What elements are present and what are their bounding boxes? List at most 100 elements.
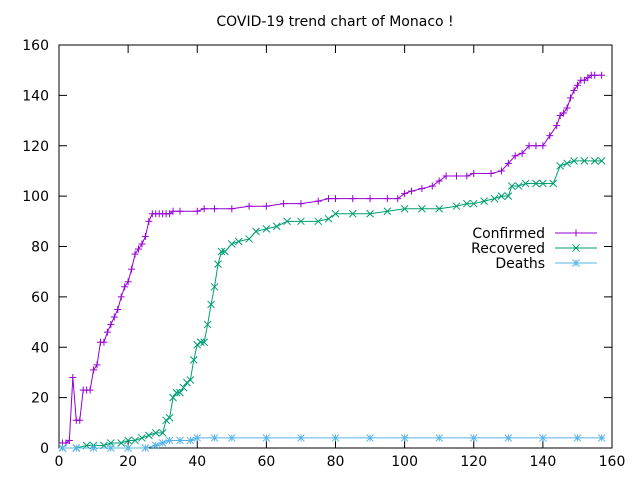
- confirmed-point: [200, 205, 208, 213]
- legend-label-recovered: Recovered: [471, 241, 545, 257]
- recovered-point: [283, 217, 291, 226]
- x-tick-label: 80: [327, 454, 345, 470]
- confirmed-point: [598, 71, 606, 79]
- confirmed-point: [325, 195, 333, 203]
- deaths-point: [124, 444, 132, 452]
- recovered-point: [348, 209, 357, 218]
- confirmed-point: [93, 361, 101, 369]
- confirmed-line: [62, 74, 602, 444]
- recovered-point: [521, 179, 530, 188]
- confirmed-point: [470, 169, 478, 177]
- recovered-point: [383, 207, 392, 216]
- confirmed-point: [452, 172, 460, 180]
- recovered-point: [151, 429, 160, 437]
- recovered-point: [124, 436, 132, 445]
- x-tick-label: 160: [599, 454, 626, 470]
- recovered-point: [169, 393, 177, 402]
- recovered-point: [145, 431, 153, 440]
- confirmed-point: [121, 283, 129, 291]
- x-tick-label: 140: [530, 454, 557, 470]
- confirmed-point: [418, 185, 426, 193]
- confirmed-point: [69, 373, 77, 381]
- recovered-line: [62, 160, 602, 449]
- recovered-point: [563, 159, 571, 168]
- confirmed-point: [107, 321, 115, 329]
- confirmed-point: [442, 172, 450, 180]
- confirmed-point: [245, 202, 253, 210]
- y-tick-label: 160: [22, 38, 49, 54]
- recovered-point: [186, 376, 195, 384]
- recovered-point: [252, 227, 260, 236]
- confirmed-point: [131, 250, 139, 258]
- chart-title: COVID-19 trend chart of Monaco !: [216, 14, 453, 30]
- confirmed-point: [383, 195, 391, 203]
- y-tick-label: 120: [22, 139, 49, 155]
- confirmed-point: [573, 81, 581, 89]
- y-tick-label: 80: [31, 240, 49, 256]
- confirmed-point: [193, 207, 201, 215]
- confirmed-point: [90, 366, 98, 374]
- confirmed-point: [428, 182, 436, 190]
- recovered-point: [597, 157, 606, 165]
- confirmed-point: [394, 195, 402, 203]
- confirmed-point: [314, 197, 322, 205]
- y-tick-label: 140: [22, 88, 49, 104]
- y-tick-label: 0: [40, 441, 49, 457]
- recovered-point: [580, 157, 589, 165]
- confirmed-point: [176, 207, 184, 215]
- confirmed-point: [570, 86, 578, 94]
- recovered-point: [507, 182, 516, 190]
- confirmed-point: [280, 200, 288, 208]
- recovered-series: [58, 157, 606, 452]
- y-tick-label: 40: [31, 340, 49, 356]
- recovered-point: [469, 199, 478, 208]
- deaths-point: [573, 434, 582, 442]
- confirmed-point: [114, 305, 122, 313]
- confirmed-point: [546, 132, 554, 140]
- recovered-point: [490, 194, 499, 203]
- recovered-point: [532, 179, 540, 188]
- confirmed-point: [124, 278, 132, 286]
- recovered-point: [227, 240, 236, 248]
- deaths-point: [539, 434, 547, 442]
- recovered-point: [400, 204, 409, 213]
- x-tick-label: 20: [119, 454, 137, 470]
- deaths-point: [297, 434, 305, 442]
- confirmed-point: [117, 293, 125, 301]
- recovered-point: [245, 235, 253, 243]
- recovered-point: [179, 383, 188, 392]
- confirmed-point: [487, 169, 495, 177]
- recovered-point: [366, 209, 374, 218]
- recovered-point: [514, 182, 523, 190]
- recovered-point: [207, 300, 215, 309]
- confirmed-point: [567, 94, 575, 102]
- deaths-point: [366, 434, 374, 442]
- x-tick-label: 60: [257, 454, 275, 470]
- series-layer: [58, 71, 606, 452]
- recovered-point: [452, 202, 461, 211]
- confirmed-point: [532, 142, 540, 150]
- deaths-point: [158, 439, 167, 447]
- confirmed-point: [228, 205, 236, 213]
- recovered-point: [189, 355, 198, 364]
- confirmed-point: [553, 122, 561, 130]
- deaths-point: [165, 436, 174, 445]
- x-tick-label: 0: [55, 454, 64, 470]
- confirmed-point: [401, 190, 409, 198]
- confirmed-point: [169, 207, 177, 215]
- confirmed-point: [563, 104, 571, 112]
- x-tick-label: 40: [188, 454, 206, 470]
- y-tick-label: 60: [31, 290, 49, 306]
- recovered-point: [196, 338, 205, 347]
- x-tick-label: 120: [460, 454, 487, 470]
- y-tick-label: 100: [22, 189, 49, 205]
- legend-marker-confirmed: [572, 229, 580, 237]
- confirmed-point: [511, 152, 519, 160]
- recovered-point: [217, 247, 226, 256]
- confirmed-point: [504, 159, 512, 167]
- recovered-point: [203, 320, 212, 329]
- confirmed-point: [211, 205, 219, 213]
- confirmed-point: [103, 328, 111, 336]
